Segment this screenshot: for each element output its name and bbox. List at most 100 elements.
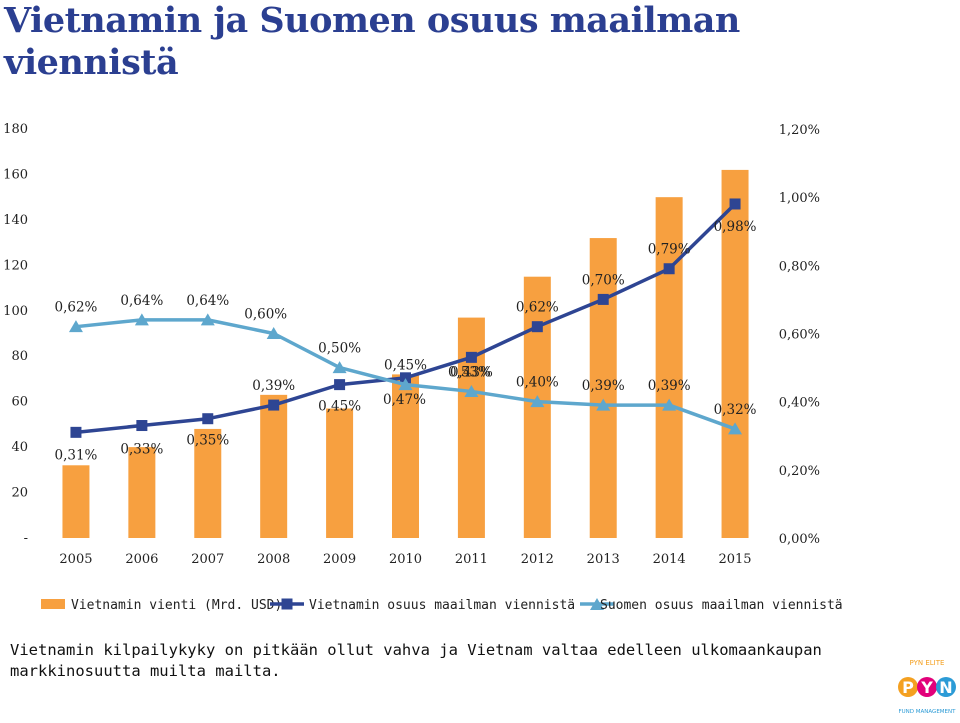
- x-tick-label: 2009: [323, 552, 356, 567]
- legend-marker: [590, 598, 604, 610]
- page-title: Vietnamin ja Suomen osuus maailman vienn…: [4, 0, 740, 83]
- data-label: 0,47%: [383, 392, 426, 408]
- bar: [392, 374, 419, 538]
- bar: [128, 447, 156, 538]
- point: [464, 384, 479, 397]
- y-right-axis: 0,00% 0,20% 0,40% 0,60% 0,80% 1,00% 1,20%: [779, 123, 820, 547]
- bar: [523, 276, 551, 538]
- point: [398, 378, 413, 391]
- svg-text:Y: Y: [920, 678, 933, 697]
- data-label: 0,40%: [516, 375, 559, 391]
- y-left-tick-label: 20: [11, 486, 28, 501]
- point: [202, 413, 214, 425]
- bar: [62, 465, 90, 538]
- point: [70, 426, 82, 438]
- point: [134, 313, 149, 326]
- data-labels: 0,31% 0,33% 0,35% 0,39% 0,45% 0,47% 0,53% 0,62%…: [55, 219, 757, 463]
- data-label: 0,43%: [450, 364, 493, 380]
- caption: Vietnamin kilpailykyky on pitkään ollut …: [10, 641, 822, 680]
- data-label: 0,32%: [714, 402, 757, 418]
- y-left-tick-label: 60: [11, 395, 28, 410]
- point: [332, 361, 347, 374]
- point: [266, 327, 281, 339]
- chart: - 20 40 60 80 100 120 140 160 180 0,00% 0,20% 0,40%…: [3, 122, 843, 613]
- point: [268, 399, 280, 411]
- data-label: 0,62%: [55, 300, 98, 316]
- line-series: [68, 198, 743, 438]
- bar-series: [62, 169, 749, 539]
- svg-text:PYN ELITE: PYN ELITE: [910, 659, 945, 667]
- y-left-tick-label: 140: [3, 213, 28, 228]
- data-label: 0,39%: [582, 378, 625, 394]
- data-label: 0,98%: [714, 219, 757, 235]
- legend-marker: [281, 598, 293, 610]
- y-right-tick-label: 1,20%: [779, 123, 820, 138]
- y-right-tick-label: 0,00%: [779, 532, 820, 547]
- legend-swatch-bars: [41, 599, 65, 609]
- point: [68, 320, 83, 333]
- point: [531, 321, 543, 333]
- x-tick-label: 2013: [587, 552, 620, 567]
- y-right-tick-label: 0,40%: [779, 396, 820, 411]
- x-tick-label: 2007: [191, 552, 224, 567]
- data-label: 0,53%: [448, 364, 491, 380]
- data-label: 0,33%: [120, 442, 163, 458]
- x-tick-label: 2015: [718, 552, 751, 567]
- data-label: 0,64%: [120, 293, 163, 309]
- data-label: 0,64%: [186, 293, 229, 309]
- y-right-tick-label: 0,20%: [779, 464, 820, 479]
- data-label: 0,62%: [516, 300, 559, 316]
- legend: Vietnamin vienti (Mrd. USD) Vietnamin osu…: [41, 598, 843, 613]
- data-label: 0,39%: [648, 378, 691, 394]
- data-label: 0,50%: [318, 341, 361, 357]
- y-left-tick-label: 80: [11, 349, 28, 364]
- point: [662, 398, 677, 411]
- x-tick-label: 2008: [257, 552, 290, 567]
- x-tick-label: 2010: [389, 552, 422, 567]
- point: [465, 351, 477, 363]
- y-right-tick-label: 0,60%: [779, 328, 820, 343]
- point: [200, 313, 215, 326]
- data-label: 0,39%: [252, 378, 295, 394]
- bar: [589, 238, 617, 539]
- y-right-tick-label: 0,80%: [779, 259, 820, 274]
- y-left-tick-label: 40: [11, 440, 28, 455]
- y-left-tick-label: 160: [3, 167, 28, 182]
- bar: [721, 169, 749, 538]
- point: [596, 398, 611, 411]
- x-tick-label: 2011: [455, 552, 488, 567]
- point: [334, 379, 346, 391]
- x-tick-label: 2006: [125, 552, 158, 567]
- data-label: 0,60%: [244, 307, 287, 323]
- y-left-tick-label: 180: [3, 122, 28, 137]
- point: [663, 263, 675, 275]
- svg-text:FUND MANAGEMENT: FUND MANAGEMENT: [898, 709, 956, 715]
- pyn-logo: PYN ELITE P Y N FUND MANAGEMENT: [898, 659, 956, 715]
- data-label: 0,35%: [186, 433, 229, 449]
- x-tick-label: 2012: [521, 552, 554, 567]
- y-left-tick-label: 120: [3, 258, 28, 273]
- x-axis: 2005 2006 2007 2008 2009 2010 2011 2012 2013 2014…: [59, 552, 751, 567]
- data-label: 0,45%: [384, 358, 427, 374]
- bar: [194, 428, 222, 538]
- bar: [260, 394, 288, 538]
- data-label: 0,45%: [318, 399, 361, 415]
- legend-label: Vietnamin osuus maailman viennistä: [309, 598, 575, 613]
- point: [597, 293, 609, 305]
- x-tick-label: 2005: [59, 552, 92, 567]
- legend-label: Vietnamin vienti (Mrd. USD): [71, 598, 282, 613]
- svg-text:N: N: [939, 678, 952, 697]
- data-label: 0,79%: [648, 242, 691, 258]
- point: [400, 372, 411, 384]
- bar: [655, 197, 683, 538]
- point: [136, 420, 148, 432]
- point: [530, 395, 545, 408]
- bar: [326, 408, 354, 538]
- data-label: 0,70%: [582, 272, 625, 288]
- y-left-axis: - 20 40 60 80 100 120 140 160 180: [3, 122, 28, 546]
- x-tick-label: 2014: [653, 552, 686, 567]
- y-left-tick-label: 100: [3, 304, 28, 319]
- y-left-tick-label: -: [24, 531, 28, 546]
- legend-label: Suomen osuus maailman viennistä: [600, 598, 843, 613]
- bar: [457, 317, 485, 538]
